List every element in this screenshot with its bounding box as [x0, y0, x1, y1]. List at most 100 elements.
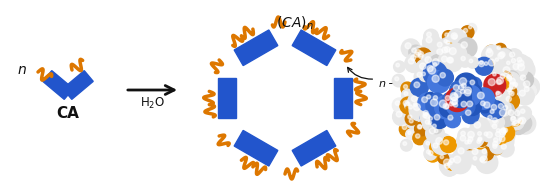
- Circle shape: [498, 53, 504, 59]
- Circle shape: [475, 57, 493, 75]
- Circle shape: [426, 141, 429, 145]
- Circle shape: [492, 73, 514, 94]
- Circle shape: [429, 117, 433, 120]
- Circle shape: [500, 125, 514, 139]
- Circle shape: [400, 122, 414, 136]
- Circle shape: [447, 89, 469, 112]
- Circle shape: [455, 73, 477, 96]
- Circle shape: [521, 84, 536, 99]
- Circle shape: [486, 50, 493, 57]
- Circle shape: [511, 117, 516, 122]
- Circle shape: [509, 60, 528, 78]
- Circle shape: [495, 105, 517, 127]
- Circle shape: [442, 38, 453, 48]
- Circle shape: [406, 102, 418, 115]
- Circle shape: [434, 39, 449, 54]
- Circle shape: [492, 88, 509, 105]
- Circle shape: [496, 48, 514, 66]
- Polygon shape: [218, 78, 236, 118]
- Circle shape: [423, 62, 442, 81]
- Circle shape: [411, 49, 427, 65]
- Circle shape: [508, 113, 524, 130]
- Circle shape: [443, 140, 449, 145]
- Circle shape: [424, 147, 437, 160]
- Circle shape: [447, 156, 461, 169]
- Circle shape: [514, 55, 529, 69]
- Circle shape: [449, 152, 471, 174]
- Circle shape: [430, 140, 446, 156]
- Circle shape: [441, 160, 457, 176]
- Circle shape: [480, 158, 484, 162]
- Circle shape: [443, 103, 449, 109]
- Circle shape: [484, 132, 488, 136]
- Circle shape: [395, 101, 400, 105]
- Circle shape: [493, 73, 496, 76]
- Circle shape: [462, 138, 474, 150]
- Circle shape: [428, 66, 436, 74]
- Circle shape: [446, 96, 450, 101]
- Circle shape: [402, 125, 407, 130]
- Circle shape: [423, 111, 428, 116]
- Circle shape: [507, 49, 522, 65]
- Circle shape: [511, 107, 528, 124]
- Circle shape: [409, 99, 431, 121]
- Circle shape: [404, 100, 415, 110]
- Circle shape: [429, 128, 435, 134]
- Circle shape: [514, 56, 533, 75]
- Circle shape: [444, 40, 447, 43]
- Circle shape: [428, 71, 450, 93]
- Circle shape: [470, 118, 490, 138]
- Circle shape: [467, 57, 478, 68]
- Circle shape: [465, 110, 471, 116]
- Circle shape: [430, 99, 437, 106]
- Circle shape: [499, 62, 521, 84]
- Circle shape: [393, 74, 405, 87]
- Circle shape: [484, 74, 505, 96]
- Circle shape: [420, 63, 426, 69]
- Circle shape: [405, 55, 422, 72]
- Polygon shape: [43, 71, 73, 99]
- Circle shape: [445, 33, 449, 37]
- Circle shape: [501, 103, 514, 116]
- Circle shape: [460, 78, 467, 85]
- Circle shape: [492, 124, 497, 129]
- Circle shape: [473, 157, 477, 160]
- Circle shape: [440, 155, 443, 159]
- Circle shape: [480, 61, 483, 64]
- Circle shape: [422, 72, 426, 76]
- Circle shape: [430, 122, 442, 134]
- Circle shape: [423, 33, 441, 51]
- Circle shape: [431, 111, 448, 128]
- Circle shape: [449, 48, 456, 55]
- Circle shape: [445, 43, 467, 65]
- Circle shape: [437, 42, 442, 47]
- Circle shape: [408, 92, 426, 110]
- Circle shape: [490, 115, 504, 130]
- Circle shape: [504, 71, 519, 86]
- Circle shape: [426, 37, 432, 43]
- Circle shape: [433, 127, 443, 138]
- Circle shape: [509, 78, 515, 84]
- Circle shape: [444, 163, 450, 168]
- Circle shape: [472, 149, 478, 155]
- Circle shape: [457, 38, 477, 58]
- Circle shape: [458, 54, 472, 67]
- Circle shape: [460, 85, 481, 106]
- Circle shape: [443, 38, 455, 50]
- Circle shape: [477, 132, 482, 135]
- Circle shape: [482, 45, 503, 67]
- Circle shape: [450, 81, 468, 99]
- Circle shape: [436, 138, 443, 144]
- Circle shape: [491, 105, 497, 110]
- Circle shape: [467, 77, 482, 92]
- Circle shape: [477, 98, 492, 113]
- Circle shape: [503, 93, 519, 109]
- Circle shape: [433, 45, 452, 64]
- Circle shape: [426, 148, 440, 162]
- Circle shape: [517, 72, 534, 88]
- Polygon shape: [234, 131, 278, 166]
- Circle shape: [509, 91, 514, 96]
- Circle shape: [505, 78, 526, 99]
- Circle shape: [408, 115, 412, 119]
- Circle shape: [480, 146, 494, 161]
